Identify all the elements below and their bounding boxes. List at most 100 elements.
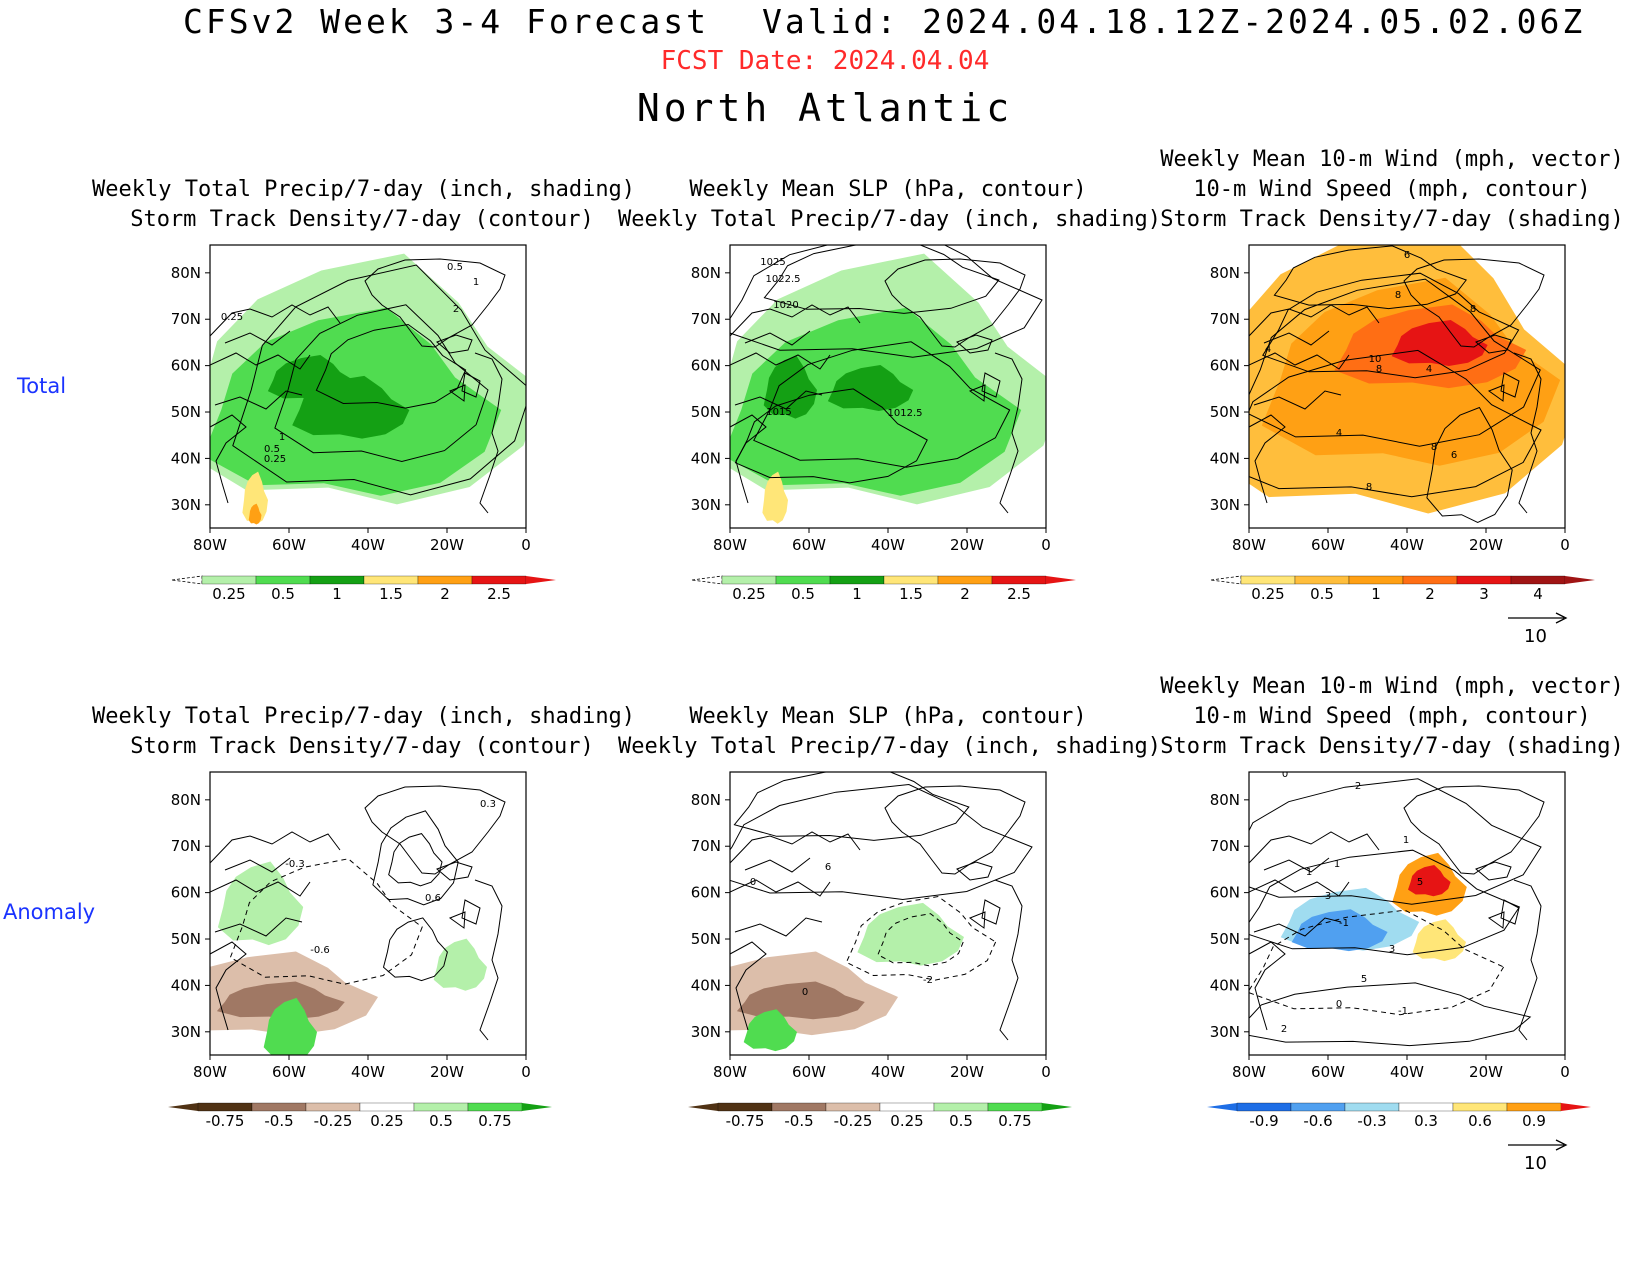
colorbar-label: 0.5: [791, 585, 815, 603]
contour-label: 1025: [760, 257, 785, 268]
lon-label: 80W: [713, 1063, 747, 1081]
contour-line: [1249, 849, 1521, 956]
coastline: [210, 831, 503, 1041]
coastline-layer: [1249, 258, 1545, 514]
colorbar-segment: [1348, 575, 1404, 585]
lat-label: 30N: [691, 496, 721, 514]
coastline-layer: [210, 785, 506, 1041]
colorbar-segment: [471, 575, 527, 585]
lon-label: 20W: [1469, 1063, 1503, 1081]
contour-label: 1: [1306, 867, 1312, 878]
contour-label: 6: [1451, 450, 1457, 461]
lat-label: 70N: [691, 310, 721, 328]
colorbar-right-triangle: [1042, 1103, 1072, 1111]
map-field-layer: 6 0 -2 0: [730, 772, 1046, 1055]
colorbar-label: -0.25: [834, 1112, 873, 1130]
coastline: [730, 831, 1023, 1041]
contour-label: -1: [1339, 918, 1349, 929]
colorbar-right-triangle: [522, 1103, 552, 1111]
panel3-title-line0: Weekly Mean 10-m Wind (mph, vector): [1160, 147, 1624, 172]
lat-label: 70N: [171, 837, 201, 855]
panel6-title-line1: 10-m Wind Speed (mph, contour): [1193, 704, 1591, 729]
lon-label: 60W: [1311, 1063, 1345, 1081]
lon-label: 60W: [272, 1063, 306, 1081]
colorbar-segment: [417, 575, 473, 585]
colorbar-label: 2: [960, 585, 970, 603]
colorbar-segment: [933, 1102, 989, 1112]
contour-label: -0.6: [310, 945, 330, 956]
colorbar-segment: [201, 575, 257, 585]
contour-label: 1: [473, 277, 479, 288]
shading-area: [248, 503, 262, 525]
lat-label: 70N: [1210, 310, 1240, 328]
contour-label: 1: [1334, 859, 1340, 870]
colorbar-label: 0.25: [890, 1112, 923, 1130]
colorbar-label: 0.25: [1251, 585, 1284, 603]
contour-line: [382, 917, 448, 982]
lon-label: 20W: [430, 1063, 464, 1081]
colorbar-label: -0.3: [1357, 1112, 1386, 1130]
colorbar-label: 0.5: [949, 1112, 973, 1130]
contour-label: 0.6: [425, 893, 441, 904]
panel3-title: Weekly Mean 10-m Wind (mph, vector) 10-m…: [1136, 145, 1648, 235]
panel5-title: Weekly Mean SLP (hPa, contour) Weekly To…: [618, 702, 1162, 762]
coastline: [1249, 304, 1542, 514]
contour-label: 1: [1403, 835, 1409, 846]
contour-line: [877, 913, 964, 967]
colorbar-segment: [359, 1102, 415, 1112]
colorbar-label: 1: [852, 585, 862, 603]
shading-area: [263, 997, 317, 1055]
contour-label: 8: [1470, 304, 1476, 315]
colorbar-left-triangle: [168, 1103, 198, 1111]
lat-label: 80N: [1210, 264, 1240, 282]
colorbar-label: 0.75: [478, 1112, 511, 1130]
panel1-title: Weekly Total Precip/7-day (inch, shading…: [92, 175, 635, 235]
lat-label: 30N: [171, 1023, 201, 1041]
colorbar-left-triangle: [688, 1103, 718, 1111]
forecast-date: FCST Date: 2024.04.04: [660, 46, 990, 76]
region-title: North Atlantic: [636, 86, 1014, 130]
lon-label: 20W: [1469, 536, 1503, 554]
colorbar-segment: [467, 1102, 523, 1112]
lon-label: 0: [1560, 536, 1570, 554]
coastline-iceland: [956, 861, 993, 881]
contour-line: [1249, 278, 1541, 447]
colorbar-right-triangle: [1046, 576, 1076, 584]
contour-line: [232, 264, 526, 496]
colorbar-segment: [1402, 575, 1458, 585]
colorbar-label: 1.5: [899, 585, 923, 603]
contour-label: 6: [1404, 250, 1410, 261]
lon-label: 80W: [1232, 536, 1266, 554]
colorbar-label: -0.75: [726, 1112, 765, 1130]
panel1-colorbar: 0.25 0.5 1 1.5 2 2.5: [171, 575, 556, 603]
lat-label: 60N: [1210, 884, 1240, 902]
coastline-layer: [1249, 785, 1545, 1041]
panel6-title-line0: Weekly Mean 10-m Wind (mph, vector): [1160, 674, 1624, 699]
panel4-map: 0.3 -0.3 0.6 -0.6 80N 70N 60N 50N 40N 30N 80W 60W 40…: [171, 771, 531, 1081]
colorbar-segment: [305, 1102, 361, 1112]
colorbar-left-triangle: [1207, 1103, 1237, 1111]
colorbar-segment: [1510, 575, 1566, 585]
contour-label: -0.3: [285, 859, 305, 870]
colorbar-label: 3: [1479, 585, 1489, 603]
panel5-title-line2: Weekly Total Precip/7-day (inch, shading…: [618, 734, 1162, 759]
coastline-iceland: [436, 861, 473, 881]
contour-label: 5: [1361, 974, 1367, 985]
lat-label: 40N: [171, 449, 201, 467]
contour-label: 8: [1376, 364, 1382, 375]
contour-label: 1012.5: [888, 408, 923, 419]
colorbar-label: 0.3: [1414, 1112, 1438, 1130]
lat-label: 80N: [691, 264, 721, 282]
colorbar-label: 2: [440, 585, 450, 603]
lat-label: 80N: [691, 791, 721, 809]
lat-label: 60N: [1210, 357, 1240, 375]
colorbar-segment: [883, 575, 939, 585]
contour-line: [315, 323, 467, 409]
contour-label: 0: [802, 987, 808, 998]
colorbar-right-triangle: [1565, 576, 1595, 584]
panel3-title-line1: 10-m Wind Speed (mph, contour): [1193, 177, 1591, 202]
panel2-title-line2: Weekly Total Precip/7-day (inch, shading…: [618, 207, 1162, 232]
contour-label: 2: [1355, 781, 1361, 792]
colorbar-segment: [1456, 575, 1512, 585]
